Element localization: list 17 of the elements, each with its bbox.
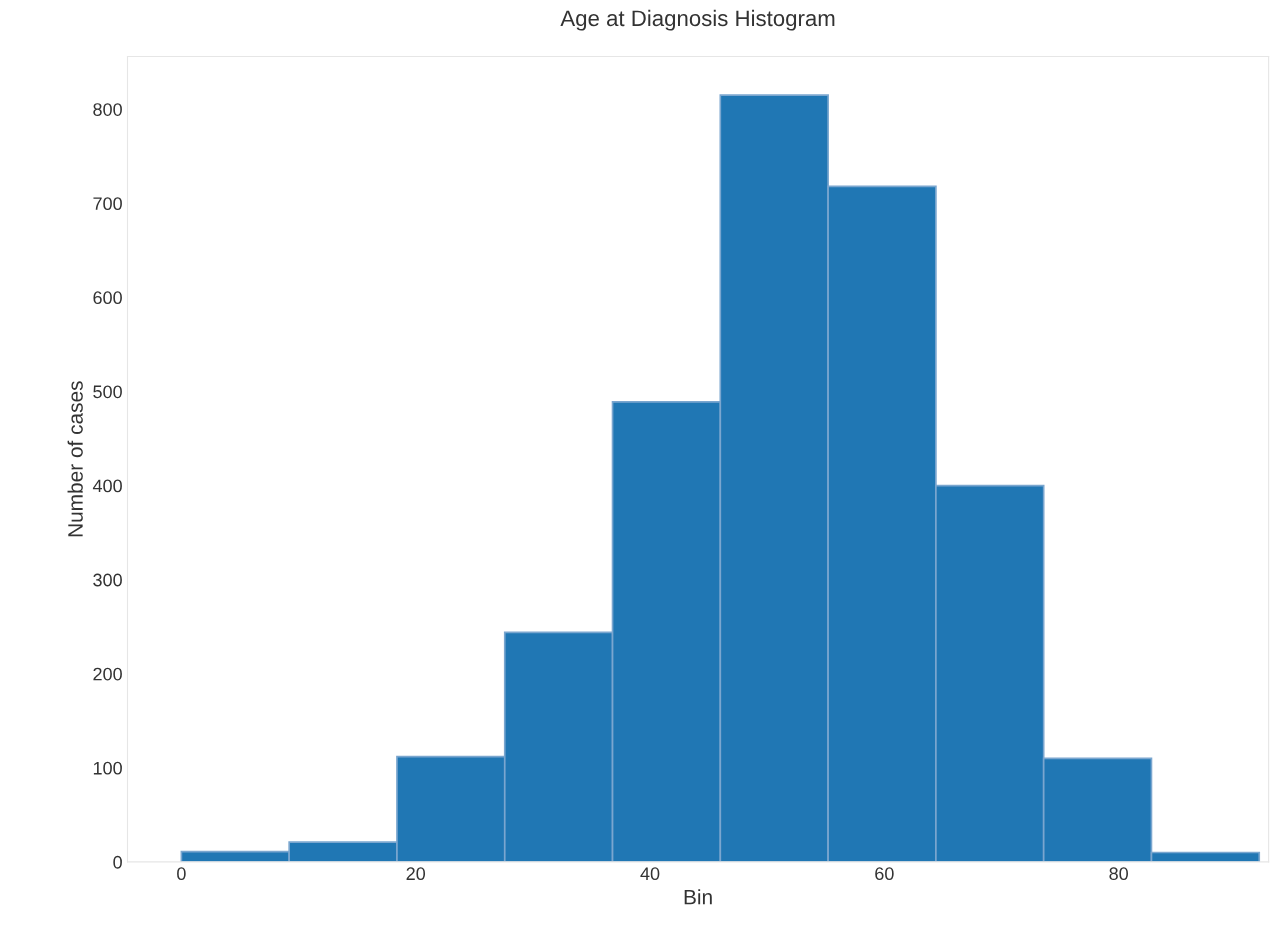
y-tick-label: 400 [92,479,122,493]
y-tick-label: 100 [93,761,122,775]
x-tick-label: 0 [177,867,186,881]
y-tick-label: 300 [93,573,122,587]
y-tick-label: 700 [93,197,122,211]
x-axis-title: Bin [684,889,712,905]
chart-title: Age at Diagnosis Histogram [560,9,835,31]
x-tick-label: 60 [875,867,894,881]
y-tick-label: 200 [93,667,122,681]
y-tick-label: 600 [93,291,122,305]
y-tick-label: 500 [93,385,122,399]
y-axis-title: Number of cases [67,381,83,537]
x-tick-label: 40 [640,867,660,881]
y-tick-label: 800 [93,103,122,116]
x-tick-label: 80 [1109,867,1128,881]
y-tick-label: 0 [113,855,122,869]
x-tick-label: 20 [406,867,426,881]
